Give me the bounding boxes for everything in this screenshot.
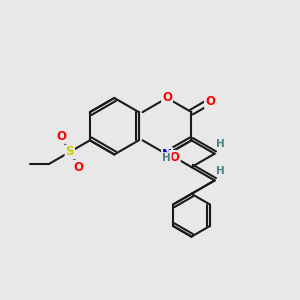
- Text: N: N: [162, 148, 172, 161]
- Text: H: H: [216, 166, 225, 176]
- Text: S: S: [66, 146, 74, 158]
- Text: O: O: [170, 151, 180, 164]
- Text: O: O: [162, 92, 172, 104]
- Text: O: O: [205, 95, 215, 108]
- Text: H: H: [216, 139, 225, 149]
- Text: O: O: [74, 161, 84, 174]
- Text: H: H: [162, 153, 171, 163]
- Text: O: O: [56, 130, 66, 143]
